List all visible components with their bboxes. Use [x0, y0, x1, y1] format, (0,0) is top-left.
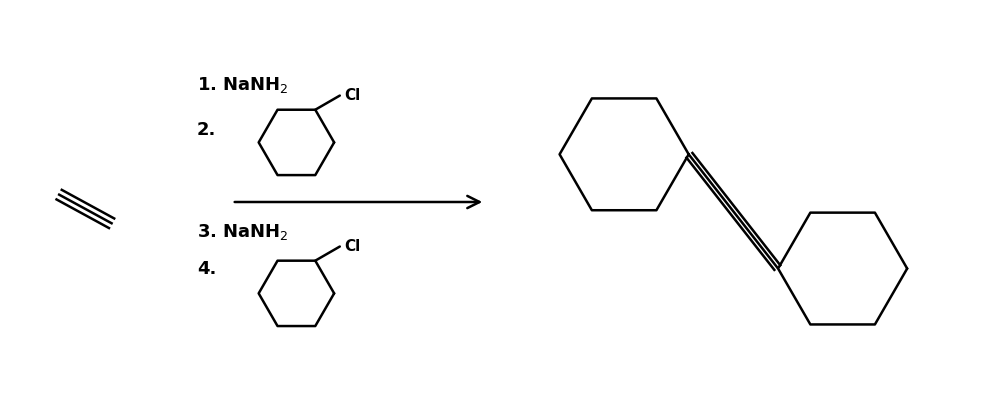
Text: 4.: 4. — [197, 259, 216, 278]
Text: 3. NaNH$_2$: 3. NaNH$_2$ — [197, 222, 288, 242]
Text: Cl: Cl — [344, 88, 360, 103]
Text: 1. NaNH$_2$: 1. NaNH$_2$ — [197, 75, 288, 95]
Text: 2.: 2. — [197, 120, 216, 139]
Text: Cl: Cl — [344, 239, 360, 254]
